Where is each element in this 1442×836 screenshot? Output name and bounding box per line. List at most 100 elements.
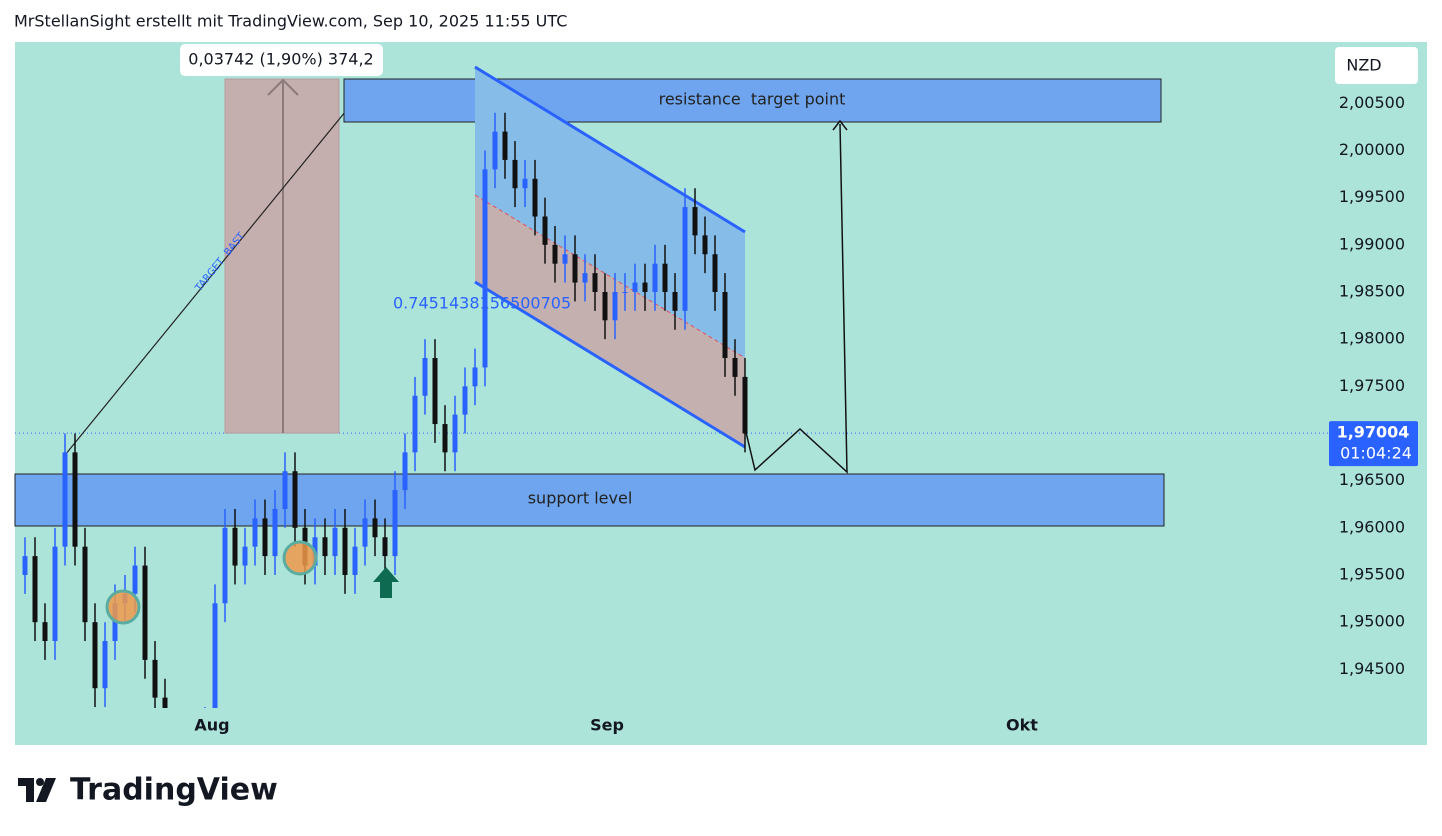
currency: NZD <box>1346 56 1381 75</box>
measure-arrowhead <box>267 78 299 96</box>
candle-body <box>162 697 168 708</box>
candle-body <box>702 235 708 255</box>
countdown: 01:04:24 <box>1340 444 1412 463</box>
candle-body <box>642 282 648 292</box>
candle-body <box>372 518 378 538</box>
candle-body <box>102 641 108 689</box>
y-tick-label: 1,95000 <box>1339 612 1405 631</box>
x-tick-label: Okt <box>1006 716 1038 735</box>
candle-body <box>552 244 558 264</box>
last-price: 1,97004 <box>1337 423 1410 442</box>
candle-body <box>522 178 528 189</box>
candle-body <box>582 273 588 283</box>
support-zone <box>14 473 1165 527</box>
y-tick-label: 1,99000 <box>1339 234 1405 253</box>
candle-body <box>632 282 638 292</box>
candle-body <box>712 254 718 292</box>
up-arrow <box>373 567 399 598</box>
candle-body <box>92 622 98 689</box>
candle-body <box>482 169 488 368</box>
y-tick-label: 1,96500 <box>1339 470 1405 489</box>
candle-body <box>432 358 438 425</box>
logo-icon <box>18 778 56 802</box>
candle-body <box>562 254 568 264</box>
projection-arrowhead <box>832 119 848 131</box>
candle-body <box>152 659 158 698</box>
candle-body <box>342 527 348 575</box>
candle-body <box>352 546 358 575</box>
candle-body <box>142 565 148 660</box>
candle-body <box>32 556 38 623</box>
candle-body <box>622 291 628 293</box>
channel-mid <box>474 194 746 359</box>
candle-body <box>412 395 418 453</box>
candle-body <box>183 754 188 763</box>
candle-body <box>22 556 28 575</box>
candle-body <box>282 471 288 509</box>
candle-body <box>82 546 88 623</box>
last-price-tag <box>1329 421 1418 467</box>
fib-label: 0.7451438156500705 <box>393 294 571 313</box>
candle-body <box>222 527 228 604</box>
candle-body <box>362 518 368 547</box>
y-tick-label: 1,98000 <box>1339 329 1405 348</box>
candle-body <box>602 291 608 321</box>
channel-top <box>474 65 746 234</box>
y-tick-label: 1,94500 <box>1339 659 1405 678</box>
x-tick-label: Aug <box>194 716 229 735</box>
y-tick-label: 2,00000 <box>1339 140 1405 159</box>
currency-box <box>1335 47 1418 84</box>
candle-body <box>492 131 498 170</box>
candle-body <box>452 414 458 453</box>
y-tick-label: 2,00500 <box>1339 93 1405 112</box>
candle-body <box>242 546 248 566</box>
candle-body <box>322 537 328 557</box>
axes: 2,00500 2,00000 1,99500 1,99000 1,98500 1,980… <box>194 93 1418 735</box>
candle-body <box>592 273 598 292</box>
candle-body <box>442 424 448 453</box>
candle-body <box>722 291 728 359</box>
candle-body <box>422 358 428 396</box>
logo: TradingView <box>70 773 278 808</box>
channel-lower <box>475 195 745 447</box>
measure-label: 0,03742 (1,90%) 374,2 <box>188 50 373 69</box>
target-line <box>64 78 373 456</box>
candle-body <box>732 358 738 377</box>
candle-body <box>193 745 198 764</box>
candle-body <box>532 178 538 217</box>
candle-body <box>262 518 268 557</box>
candle-body <box>232 527 238 566</box>
candle-body <box>502 131 508 160</box>
candle-body <box>292 471 298 528</box>
candle-body <box>652 263 658 292</box>
candle-body <box>382 537 388 557</box>
candle-body <box>132 565 138 594</box>
candle-body <box>332 527 338 557</box>
candle-body <box>512 159 518 189</box>
candle-body <box>72 452 78 547</box>
measure-label-box <box>180 44 383 76</box>
candle-body <box>472 367 478 387</box>
candle-body <box>672 291 678 311</box>
marker-circle <box>105 589 141 625</box>
x-tick-label: Sep <box>590 716 624 735</box>
support-label: support level <box>528 489 633 508</box>
candle-body <box>52 546 58 642</box>
header: MrStellanSight erstellt mit TradingView.… <box>14 12 567 31</box>
channel-bottom <box>474 280 746 449</box>
y-tick-label: 1,97500 <box>1339 376 1405 395</box>
candle-body <box>462 386 468 415</box>
candle-body <box>662 263 668 292</box>
candle-body <box>42 622 48 642</box>
y-tick-label: 1,99500 <box>1339 187 1405 206</box>
candle-body <box>212 603 218 708</box>
candle-body <box>542 216 548 245</box>
channel-upper <box>475 67 745 358</box>
candles <box>22 112 748 764</box>
projection-path <box>744 123 848 474</box>
candle-body <box>692 207 698 236</box>
candle-body <box>402 452 408 491</box>
y-tick-label: 1,96000 <box>1339 517 1405 536</box>
candle-body <box>572 254 578 283</box>
